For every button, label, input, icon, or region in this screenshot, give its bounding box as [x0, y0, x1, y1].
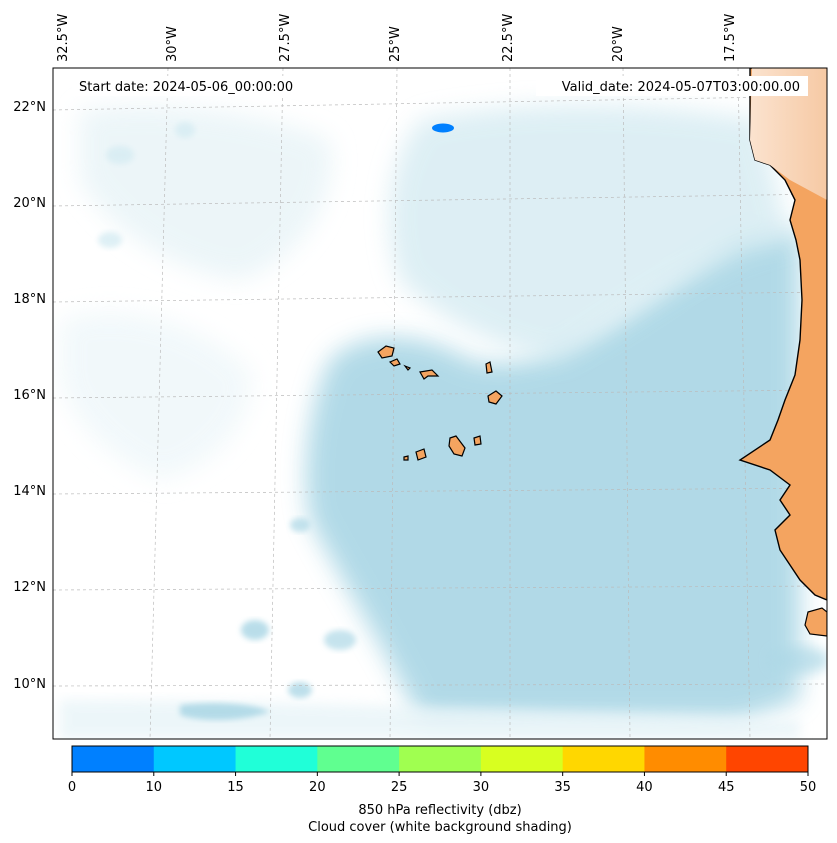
- africa-land: [738, 68, 827, 637]
- colorbar-tick-label: 0: [68, 780, 76, 795]
- colorbar-frame: [71, 745, 809, 773]
- lon-label: 32.5°W: [56, 14, 71, 62]
- africa-coast: [738, 68, 827, 601]
- colorbar-swatch: [480, 746, 564, 772]
- lat-label: 18°N: [13, 292, 46, 307]
- colorbar-tick-label: 25: [391, 780, 408, 795]
- colorbar-tick-label: 20: [309, 780, 326, 795]
- lon-label: 25°W: [388, 26, 403, 62]
- colorbar-tick-label: 35: [554, 780, 571, 795]
- colorbar-swatch: [153, 746, 237, 772]
- start-date-label: Start date: 2024-05-06_00:00:00: [79, 80, 293, 95]
- colorbar: 0 10 15 20 25 30 35 40 45 50 850 hPa reflectivity…: [68, 745, 816, 835]
- island-brava: [403, 455, 409, 461]
- island-sal: [485, 361, 493, 374]
- colorbar-sublabel: Cloud cover (white background shading): [308, 820, 572, 835]
- map-area: [53, 68, 827, 739]
- island-sao-nicolau: [419, 369, 440, 380]
- lon-label: 22.5°W: [501, 14, 516, 62]
- island-maio: [473, 435, 482, 446]
- colorbar-swatch: [72, 746, 155, 772]
- lat-label: 20°N: [13, 196, 46, 211]
- colorbar-swatch: [726, 746, 809, 772]
- island-boa-vista: [487, 390, 503, 405]
- lon-label: 17.5°W: [723, 14, 738, 62]
- cape-verde-islands: [377, 345, 503, 461]
- colorbar-tick-label: 10: [146, 780, 163, 795]
- lat-label: 14°N: [13, 484, 46, 499]
- colorbar-swatch: [399, 746, 482, 772]
- island-santo-antao: [377, 345, 395, 359]
- colorbar-swatch: [235, 746, 318, 772]
- graticule: [53, 68, 827, 739]
- colorbar-tick-label: 15: [227, 780, 244, 795]
- colorbar-swatch: [562, 746, 645, 772]
- colorbar-swatches: [72, 746, 809, 772]
- island-santiago: [448, 435, 466, 457]
- lon-label: 20°W: [611, 26, 626, 62]
- sahara-cloud-overlay: [750, 68, 827, 200]
- latitude-labels: 22°N 20°N 18°N 16°N 14°N 12°N 10°N: [13, 100, 46, 692]
- colorbar-tick-label: 40: [636, 780, 653, 795]
- colorbar-tick-label: 50: [800, 780, 817, 795]
- lon-label: 30°W: [165, 26, 180, 62]
- colorbar-swatch: [317, 746, 400, 772]
- reflectivity-cell: [432, 123, 454, 133]
- colorbar-tick-label: 45: [718, 780, 735, 795]
- bissagos-islands: [804, 607, 827, 637]
- colorbar-tick-label: 30: [473, 780, 490, 795]
- valid-date-label: Valid_date: 2024-05-07T03:00:00.00: [562, 80, 800, 95]
- lat-label: 12°N: [13, 580, 46, 595]
- longitude-labels: 32.5°W 30°W 27.5°W 25°W 22.5°W 20°W 17.5…: [56, 14, 738, 62]
- island-santa-luzia: [403, 364, 412, 371]
- lat-label: 16°N: [13, 388, 46, 403]
- valid-date-box: [536, 76, 808, 96]
- colorbar-swatch: [644, 746, 727, 772]
- lat-label: 22°N: [13, 100, 46, 115]
- island-sao-vicente: [388, 358, 401, 367]
- lon-label: 27.5°W: [278, 14, 293, 62]
- start-date-box: [72, 76, 320, 96]
- colorbar-ticks: 0 10 15 20 25 30 35 40 45 50: [68, 772, 816, 795]
- map-frame: [52, 67, 828, 740]
- island-fogo: [415, 448, 427, 461]
- cloud-cover-layer: [60, 105, 827, 739]
- lat-label: 10°N: [13, 677, 46, 692]
- colorbar-label: 850 hPa reflectivity (dbz): [358, 803, 521, 818]
